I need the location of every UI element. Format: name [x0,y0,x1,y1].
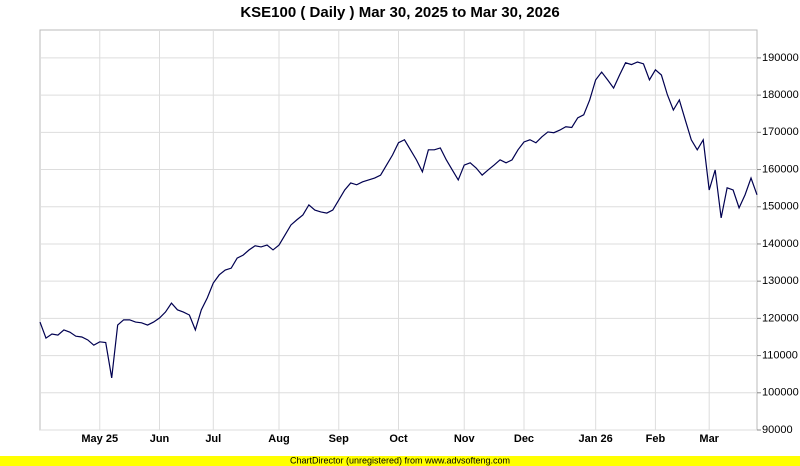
y-tick-label: 150000 [762,201,799,213]
y-tick-label: 140000 [762,238,799,250]
y-tick-label: 100000 [762,387,799,399]
footer-bar [0,456,800,466]
marks [39,61,758,379]
chart-title: KSE100 ( Daily ) Mar 30, 2025 to Mar 30,… [240,4,559,21]
price-line [39,61,758,379]
x-tick-label: Mar [699,433,719,445]
y-tick-label: 190000 [762,52,799,64]
y-tick-label: 180000 [762,89,799,101]
x-tick-label: May 25 [81,433,118,445]
y-tick-label: 130000 [762,275,799,287]
x-tick-label: Aug [268,433,289,445]
y-tick-label: 160000 [762,163,799,175]
x-tick-label: Oct [389,433,408,445]
x-tick-label: Jul [205,433,221,445]
x-tick-label: Sep [329,433,349,445]
x-tick-label: Jun [150,433,170,445]
y-tick-label: 120000 [762,312,799,324]
x-tick-label: Jan 26 [579,433,613,445]
footer-text: ChartDirector (unregistered) from www.ad… [290,455,510,465]
x-tick-label: Feb [646,433,666,445]
y-tick-label: 170000 [762,126,799,138]
x-tick-label: Nov [454,433,476,445]
y-tick-label: 90000 [762,424,793,436]
x-tick-label: Dec [514,433,534,445]
y-tick-label: 110000 [762,349,798,361]
